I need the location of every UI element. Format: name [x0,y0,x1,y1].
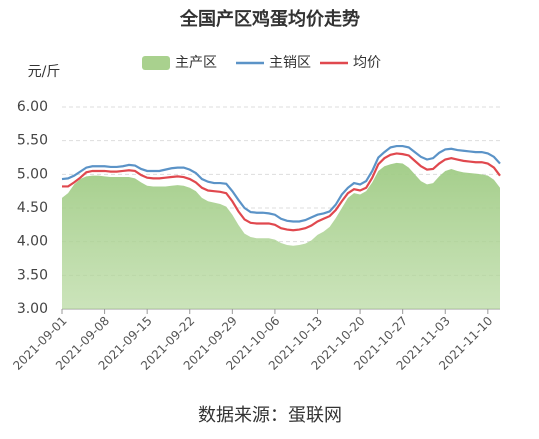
y-tick-label: 3.50 [17,267,48,283]
line [61,144,501,223]
y-tick-label: 3.00 [17,301,48,317]
line [62,152,501,232]
legend-label: 均价 [353,55,381,71]
y-tick-label: 5.50 [17,133,48,149]
legend-label: 主产区 [175,55,217,71]
chart-title: 全国产区鸡蛋均价走势 [179,8,360,30]
y-tick-label: 4.50 [17,200,48,216]
area [62,162,500,309]
legend-item: 主销区 [236,55,311,71]
legend-item: 均价 [320,55,381,71]
legend-swatch [142,56,170,70]
y-tick-label: 4.00 [17,234,48,250]
y-tick-label: 6.00 [17,99,48,115]
legend-item: 主产区 [142,55,217,71]
legend-label: 主销区 [269,55,311,71]
footer: 数据来源：蛋联网 [198,405,342,426]
y-tick-label: 5.00 [17,166,48,182]
y-axis-label: 元/斤 [28,64,61,80]
